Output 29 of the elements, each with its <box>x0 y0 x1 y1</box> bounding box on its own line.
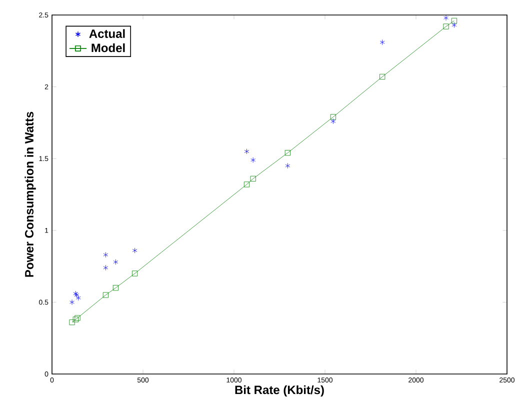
legend-label: Model <box>92 43 125 52</box>
y-axis-title: Power Consumption in Watts <box>24 112 36 277</box>
point <box>244 148 250 154</box>
point <box>250 157 256 163</box>
legend-label: Actual <box>89 29 125 38</box>
point <box>330 118 336 124</box>
point <box>380 39 385 46</box>
point <box>132 248 138 254</box>
point <box>284 150 290 156</box>
point <box>380 74 386 80</box>
point <box>443 24 449 30</box>
point <box>250 176 256 182</box>
x-axis-title: Bit Rate (Kbit/s) <box>235 385 324 397</box>
point <box>451 18 458 24</box>
point <box>132 270 138 276</box>
point <box>444 15 448 21</box>
point <box>112 285 119 291</box>
point <box>72 316 78 322</box>
point <box>285 162 290 169</box>
point <box>113 259 118 265</box>
point <box>102 292 108 298</box>
point <box>70 299 74 305</box>
point <box>69 320 75 326</box>
point <box>103 252 108 258</box>
point <box>103 264 108 271</box>
point <box>452 22 457 28</box>
point <box>244 182 250 188</box>
point <box>330 114 336 120</box>
point <box>74 315 80 321</box>
